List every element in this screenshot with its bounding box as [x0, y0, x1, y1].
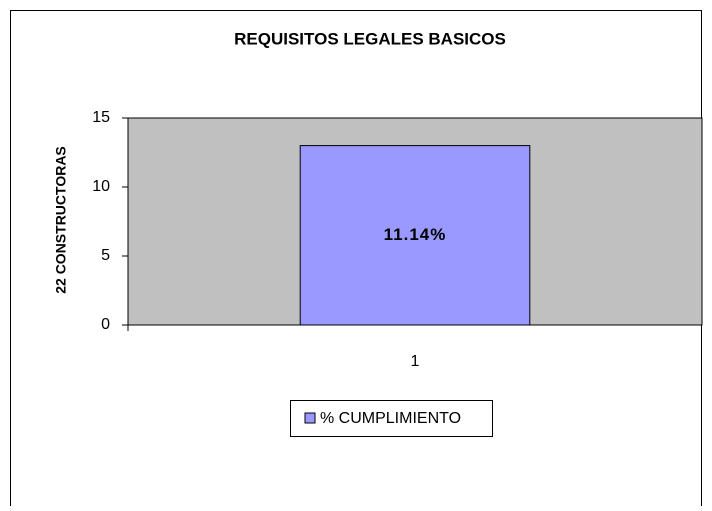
y-tick-label: 10 [92, 178, 110, 195]
data-label: 11.14% [384, 225, 447, 244]
y-tick-label: 15 [92, 109, 110, 126]
chart-title: REQUISITOS LEGALES BASICOS [234, 29, 506, 48]
y-tick-label: 5 [101, 247, 110, 264]
bar [299, 145, 531, 326]
y-tick-label: 0 [101, 316, 110, 333]
y-axis-label: 22 CONSTRUCTORAS [53, 146, 69, 294]
legend [290, 400, 493, 437]
legend-label: % CUMPLIMIENTO [320, 410, 461, 427]
x-tick-label: 1 [411, 353, 420, 370]
legend-swatch [304, 412, 316, 424]
